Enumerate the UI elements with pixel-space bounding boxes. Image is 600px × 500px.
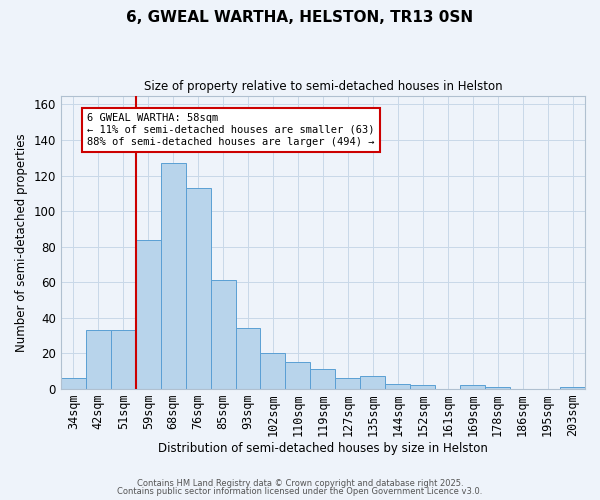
Text: Contains HM Land Registry data © Crown copyright and database right 2025.: Contains HM Land Registry data © Crown c… [137, 478, 463, 488]
Bar [136, 240, 161, 389]
Bar [460, 386, 485, 389]
Bar [161, 163, 185, 389]
X-axis label: Distribution of semi-detached houses by size in Helston: Distribution of semi-detached houses by … [158, 442, 488, 455]
Bar [361, 376, 385, 389]
Text: 6 GWEAL WARTHA: 58sqm
← 11% of semi-detached houses are smaller (63)
88% of semi: 6 GWEAL WARTHA: 58sqm ← 11% of semi-deta… [87, 114, 374, 146]
Bar [185, 188, 211, 389]
Bar [211, 280, 236, 389]
Bar [260, 354, 286, 389]
Bar [86, 330, 111, 389]
Bar [111, 330, 136, 389]
Bar [410, 386, 435, 389]
Y-axis label: Number of semi-detached properties: Number of semi-detached properties [15, 133, 28, 352]
Bar [485, 387, 510, 389]
Text: 6, GWEAL WARTHA, HELSTON, TR13 0SN: 6, GWEAL WARTHA, HELSTON, TR13 0SN [127, 10, 473, 25]
Text: Contains public sector information licensed under the Open Government Licence v3: Contains public sector information licen… [118, 487, 482, 496]
Bar [335, 378, 361, 389]
Title: Size of property relative to semi-detached houses in Helston: Size of property relative to semi-detach… [143, 80, 502, 93]
Bar [286, 362, 310, 389]
Bar [310, 370, 335, 389]
Bar [61, 378, 86, 389]
Bar [560, 387, 585, 389]
Bar [236, 328, 260, 389]
Bar [385, 384, 410, 389]
